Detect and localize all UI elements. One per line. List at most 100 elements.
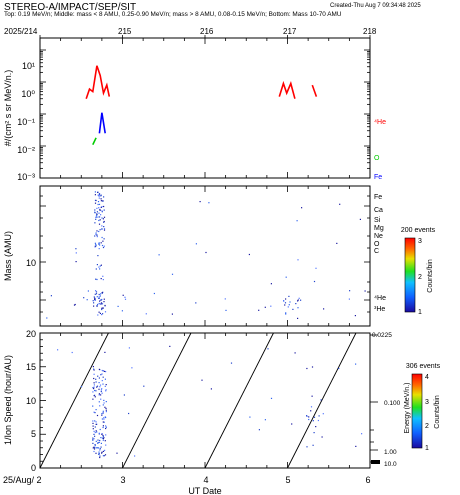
- speed-point: [93, 433, 95, 435]
- speed-point: [102, 450, 105, 452]
- speed-point: [94, 389, 96, 392]
- mass-point: [100, 214, 102, 216]
- energy-axis-ticks: [370, 334, 378, 463]
- mass-point: [99, 229, 101, 231]
- speed-point: [105, 434, 107, 436]
- mass-point: [99, 300, 101, 302]
- legend-fe: Fe: [374, 174, 382, 181]
- speed-point: [99, 455, 101, 457]
- mass-point: [98, 242, 100, 245]
- mass-point: [97, 303, 99, 306]
- mass-point: [98, 197, 100, 199]
- mass-point: [102, 275, 104, 277]
- speed-point: [99, 439, 101, 442]
- mass-point: [75, 248, 77, 250]
- mass-point: [296, 220, 298, 222]
- element-label-ca: Ca: [374, 207, 383, 214]
- speed-point: [95, 452, 97, 454]
- speed-point: [105, 426, 107, 428]
- speed-point: [131, 367, 133, 369]
- mass-point: [75, 252, 77, 254]
- mass-point: [208, 202, 210, 204]
- bottom-xtick-4: 6: [365, 475, 370, 485]
- mass-point: [103, 196, 105, 198]
- speed-point: [101, 413, 103, 415]
- mass-point: [288, 295, 290, 297]
- mass-point: [283, 300, 285, 302]
- speed-point: [99, 428, 101, 431]
- mass-point: [94, 293, 96, 295]
- mass-point: [98, 296, 100, 298]
- mass-point: [92, 300, 94, 302]
- speed-point: [92, 391, 94, 393]
- mass-point: [83, 297, 85, 299]
- speed-point: [100, 390, 102, 393]
- mass-point: [348, 298, 350, 300]
- speed-point: [306, 367, 308, 370]
- speed-point: [97, 439, 99, 441]
- speed-point: [93, 411, 95, 413]
- speed-point: [308, 416, 310, 418]
- mass-point: [98, 266, 100, 268]
- speed-point: [98, 393, 100, 395]
- bottom-ytick-20: 20: [26, 329, 36, 339]
- speed-point: [99, 386, 101, 388]
- speed-point: [320, 399, 322, 401]
- mass-point: [102, 240, 104, 242]
- mass-point: [195, 243, 197, 245]
- mass-point: [96, 236, 98, 238]
- speed-point: [93, 386, 95, 388]
- middle-panel-frame: [39, 185, 371, 327]
- mass-point: [100, 242, 102, 244]
- mass-point: [284, 304, 286, 306]
- mass-point: [98, 207, 100, 209]
- mass-point: [298, 297, 300, 299]
- mass-point: [93, 305, 95, 307]
- mass-point: [93, 302, 95, 304]
- speed-point: [92, 447, 94, 449]
- speed-point: [103, 370, 106, 372]
- mass-point: [117, 305, 119, 307]
- speed-point: [313, 432, 315, 434]
- mass-point: [93, 296, 95, 298]
- mass-point: [94, 246, 96, 248]
- speed-point: [102, 425, 104, 427]
- energy-tick-10.0: 10.0: [384, 461, 397, 468]
- bottom-x-ticks: [39, 333, 371, 468]
- speed-point: [102, 370, 104, 372]
- speed-point: [103, 399, 105, 401]
- speed-point: [95, 430, 97, 432]
- top-tick-label-2: 216: [200, 27, 214, 36]
- speed-point: [100, 398, 102, 400]
- speed-point: [93, 368, 95, 370]
- mass-point: [100, 303, 102, 305]
- speed-point: [71, 351, 73, 354]
- speed-point: [94, 431, 96, 434]
- mass-point: [99, 244, 101, 246]
- speed-point: [310, 406, 313, 408]
- mass-point: [97, 191, 99, 193]
- speed-point: [258, 429, 260, 431]
- middle-colorbar-label: Counts/bin: [427, 259, 434, 293]
- top-tick-label-4: 218: [363, 27, 377, 36]
- speed-point: [102, 435, 104, 438]
- middle-colorbar: [404, 237, 416, 313]
- speed-point: [96, 385, 99, 387]
- element-label-si: Si: [374, 217, 381, 224]
- speed-point: [92, 366, 94, 368]
- speed-point: [98, 388, 100, 390]
- bottom-colorbar-tick-4: 4: [425, 374, 429, 381]
- top-series-group: [85, 65, 318, 146]
- mass-point: [94, 191, 96, 193]
- speed-point: [99, 449, 101, 451]
- top-ytick-1e-3: 10⁻³: [17, 172, 35, 182]
- speed-point: [102, 383, 104, 385]
- energy-axis-label: Energy (MeV/n.): [404, 383, 411, 434]
- mass-point: [100, 195, 102, 197]
- speed-point: [102, 426, 104, 429]
- element-label-mg: Mg: [374, 225, 384, 232]
- top-y-ticks: [40, 49, 370, 179]
- mass-point: [94, 194, 96, 196]
- mass-point: [95, 216, 97, 218]
- mass-point: [75, 261, 77, 263]
